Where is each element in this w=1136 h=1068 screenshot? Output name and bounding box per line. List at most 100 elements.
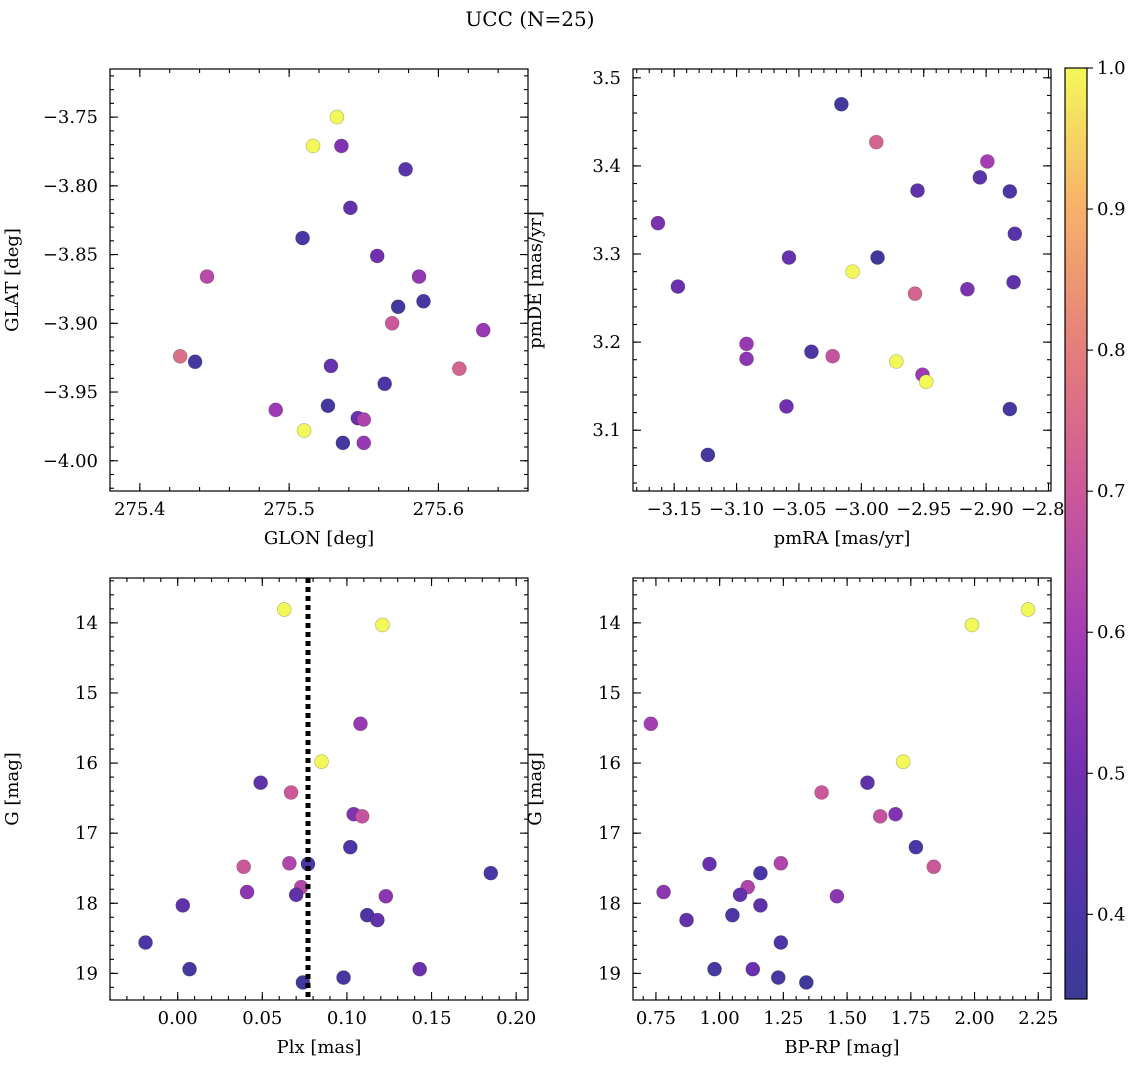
scatter-point <box>773 935 789 950</box>
colorbar-frame <box>1064 67 1088 1000</box>
scatter-point <box>314 754 329 769</box>
scatter-point <box>343 839 358 855</box>
scatter-point <box>1002 401 1018 417</box>
y-axis-label: G [mag] <box>525 752 546 825</box>
scatter-point <box>378 888 394 904</box>
scatter-point <box>336 970 351 985</box>
scatter-point <box>804 344 819 360</box>
colorbar-tick-label: 0.6 <box>1097 622 1126 643</box>
scatter-point <box>745 961 761 977</box>
y-tick-label: 16 <box>75 753 98 774</box>
scatter-point <box>643 716 659 732</box>
x-tick-label: 1.00 <box>700 1008 740 1029</box>
x-axis-label: GLON [deg] <box>264 528 374 549</box>
y-tick-label: 15 <box>598 683 621 704</box>
scatter-point <box>199 269 215 284</box>
x-tick-label: 0.00 <box>158 1008 198 1029</box>
axes-frame <box>109 68 529 492</box>
scatter-point <box>334 138 349 154</box>
y-tick-label: 15 <box>75 683 98 704</box>
x-tick-label: 2.00 <box>954 1008 994 1029</box>
scatter-point <box>353 716 368 732</box>
figure-title: UCC (N=25) <box>465 7 594 31</box>
y-tick-label: 19 <box>598 963 621 984</box>
scatter-point <box>138 935 153 950</box>
y-axis-label: pmDE [mas/yr] <box>525 211 546 349</box>
y-axis-label: G [mag] <box>2 752 23 825</box>
scatter-point <box>845 264 860 279</box>
x-axis-label: BP-RP [mag] <box>784 1037 899 1058</box>
y-tick-label: 18 <box>598 893 621 914</box>
scatter-point <box>1002 184 1018 199</box>
y-tick-label: 3.4 <box>592 156 621 177</box>
scatter-point <box>356 435 372 451</box>
scatter-point <box>908 839 924 855</box>
scatter-point <box>779 399 794 414</box>
y-tick-label: −3.80 <box>43 176 98 197</box>
scatter-point <box>390 299 406 315</box>
scatter-point <box>187 354 203 370</box>
colorbar-gradient <box>1065 68 1087 999</box>
x-tick-label: −2.95 <box>896 499 951 520</box>
scatter-point <box>369 248 385 264</box>
scatter-point <box>377 376 392 392</box>
scatter-point <box>239 884 255 900</box>
y-tick-label: 3.5 <box>592 68 621 89</box>
x-tick-label: 275.5 <box>263 499 315 520</box>
y-tick-label: 17 <box>75 823 98 844</box>
scatter-point <box>825 348 840 364</box>
colorbar-tick-label: 0.8 <box>1097 340 1126 361</box>
scatter-point <box>770 970 786 985</box>
scatter-point <box>799 975 814 990</box>
scatter-point <box>739 336 754 352</box>
scatter-point <box>753 898 768 913</box>
scatter-point <box>412 961 427 977</box>
scatter-point <box>910 183 925 198</box>
scatter-point <box>1006 274 1021 290</box>
scatter-point <box>452 361 467 376</box>
scatter-point <box>860 775 875 790</box>
scatter-point <box>679 912 694 928</box>
scatter-panel-3: 0.00 0.05 0.10 0.15 0.20 14 15 16 17 18 19 Plx [mas… <box>2 577 536 1058</box>
scatter-panel-1: 275.4 275.5 275.6 −4.00 −3.95 −3.90 −3.85 −3.80… <box>2 68 529 549</box>
scatter-point <box>356 412 372 427</box>
scatter-point <box>305 138 321 154</box>
colorbar-tick-label: 1.0 <box>1097 58 1126 79</box>
scatter-point <box>343 200 358 216</box>
y-tick-label: 3.3 <box>592 244 621 265</box>
scatter-point <box>702 856 717 872</box>
scatter-point <box>398 162 413 177</box>
y-tick-label: 3.2 <box>592 332 621 353</box>
x-tick-label: −3.10 <box>709 499 764 520</box>
scatter-point <box>354 809 370 824</box>
scatter-point <box>1020 602 1036 617</box>
scatter-point <box>960 281 975 297</box>
scatter-point <box>732 887 748 903</box>
scatter-point <box>323 358 339 374</box>
scatter-point <box>656 884 671 900</box>
x-axis-label: pmRA [mas/yr] <box>774 528 911 549</box>
y-axis-label: GLAT [deg] <box>2 228 23 332</box>
scatter-point <box>416 294 431 309</box>
scatter-point <box>707 961 722 977</box>
scatter-point <box>980 154 995 169</box>
colorbar: 0.4 0.5 0.6 0.7 0.8 0.9 1.0 <box>1064 58 1126 1000</box>
scatter-point <box>700 447 716 463</box>
scatter-point <box>888 806 903 822</box>
scatter-point <box>834 96 849 112</box>
scatter-point <box>725 907 740 923</box>
x-tick-label: −3.05 <box>771 499 826 520</box>
x-tick-label: 1.25 <box>763 1008 803 1029</box>
y-tick-label: −4.00 <box>43 451 98 472</box>
scatter-point <box>888 354 904 369</box>
scatter-points <box>650 96 1023 463</box>
scatter-point <box>918 374 934 390</box>
axes-frame <box>632 577 1052 1001</box>
scatter-point <box>375 617 390 633</box>
x-tick-label: 2.25 <box>1018 1008 1058 1029</box>
scatter-point <box>335 435 351 451</box>
y-tick-label: 3.1 <box>592 420 621 441</box>
axes-frame <box>109 577 529 1001</box>
scatter-point <box>670 279 686 294</box>
scatter-point <box>926 859 942 875</box>
